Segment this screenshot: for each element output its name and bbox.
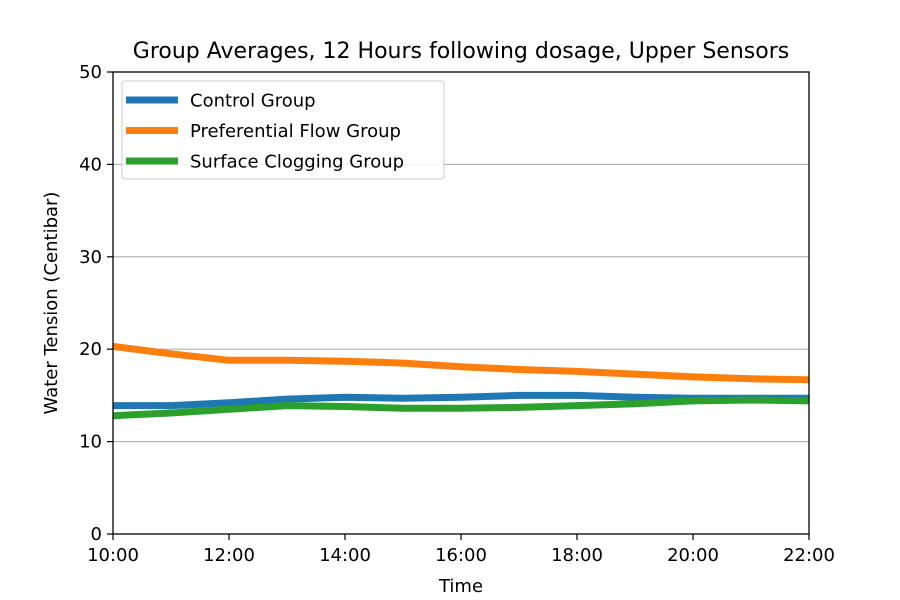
x-tick-label: 10:00 xyxy=(87,545,139,566)
series-line-surface-clogging-group xyxy=(112,396,810,420)
legend-label: Control Group xyxy=(190,91,316,112)
x-tick-label: 20:00 xyxy=(667,545,719,566)
x-axis-ticks: 10:00 12:00 14:00 16:00 18:00 20:00 22:00 xyxy=(87,534,835,566)
x-tick-label: 16:00 xyxy=(435,545,487,566)
y-axis-title: Water Tension (Centibar) xyxy=(41,192,62,415)
x-tick-label: 18:00 xyxy=(551,545,603,566)
x-tick-label: 12:00 xyxy=(203,545,255,566)
y-tick-label: 0 xyxy=(91,524,102,545)
y-tick-label: 40 xyxy=(79,154,102,175)
legend-label: Preferential Flow Group xyxy=(190,121,401,142)
legend-label: Surface Clogging Group xyxy=(190,152,404,173)
legend-box xyxy=(121,80,445,180)
y-axis-ticks: 0 10 20 30 40 50 xyxy=(79,62,113,545)
x-axis-title: Time xyxy=(438,576,483,597)
series-lines xyxy=(112,342,810,420)
x-tick-label: 22:00 xyxy=(783,545,835,566)
x-tick-label: 14:00 xyxy=(319,545,371,566)
y-tick-label: 20 xyxy=(79,339,102,360)
y-tick-label: 10 xyxy=(79,432,102,453)
y-tick-label: 50 xyxy=(79,62,102,83)
chart-title: Group Averages, 12 Hours following dosag… xyxy=(133,39,789,64)
y-tick-label: 30 xyxy=(79,247,102,268)
legend: Control Group Preferential Flow Group Surf… xyxy=(121,80,445,180)
series-line-preferential-flow-group xyxy=(112,342,810,384)
